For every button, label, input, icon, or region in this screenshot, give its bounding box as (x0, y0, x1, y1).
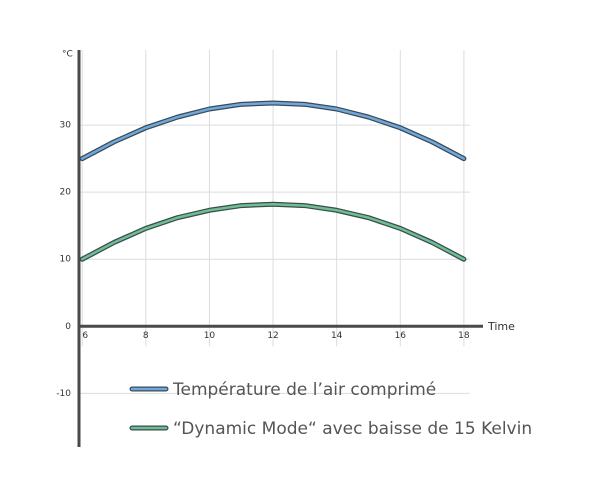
x-tick-label: 18 (458, 331, 470, 341)
y-tick-label: -10 (56, 389, 71, 399)
x-tick-label: 16 (395, 331, 407, 341)
x-axis-label: Time (487, 320, 515, 333)
x-tick-label: 10 (204, 331, 216, 341)
x-tick-label: 6 (82, 331, 88, 341)
legend-label: Température de l’air comprimé (172, 380, 436, 400)
x-tick-label: 12 (267, 331, 278, 341)
series-line (80, 101, 466, 160)
series-line (80, 202, 466, 261)
y-axis-label: °C (62, 50, 73, 60)
y-tick-label: 20 (60, 188, 72, 198)
x-tick-label: 8 (143, 331, 149, 341)
y-tick-label: 10 (60, 255, 72, 265)
legend-label: “Dynamic Mode“ avec baisse de 15 Kelvin (173, 419, 532, 439)
y-tick-label: 0 (65, 322, 71, 332)
y-tick-label: 30 (60, 121, 72, 131)
x-tick-label: 14 (331, 331, 343, 341)
